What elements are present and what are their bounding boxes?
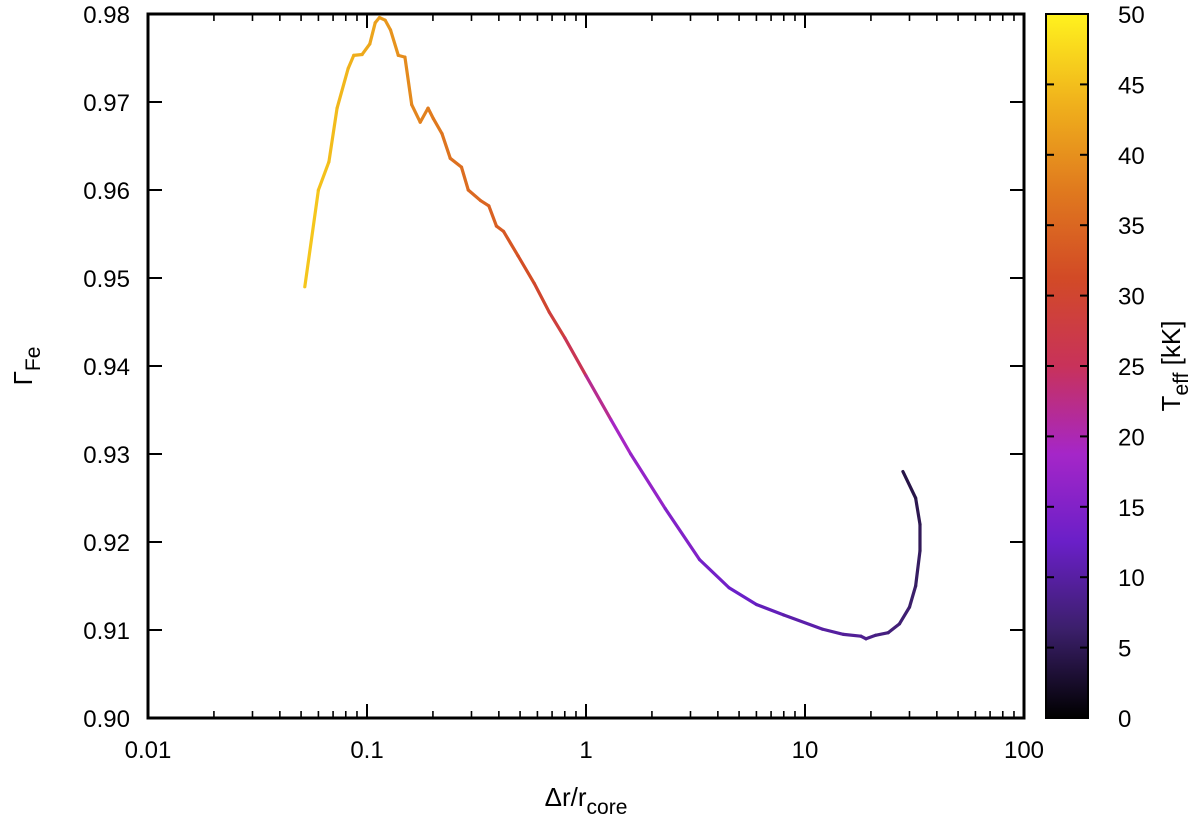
series-0-segment <box>754 602 786 617</box>
series-0-segment <box>368 21 377 46</box>
series-0-segment <box>897 605 912 626</box>
y-tick-label: 0.90 <box>83 706 130 733</box>
series-0-segment <box>448 156 464 169</box>
series-0-segment <box>629 452 667 511</box>
colorbar-tick-label: 50 <box>1118 2 1145 29</box>
y-tick-label: 0.97 <box>83 90 130 117</box>
series-0-segment <box>609 418 633 456</box>
series-0-segment <box>516 254 536 285</box>
series-0-segment <box>873 631 890 637</box>
x-tick-label: 0.1 <box>350 737 383 764</box>
y-tick-label: 0.98 <box>83 2 130 29</box>
series-0-segment <box>914 549 922 588</box>
series-0-segment <box>403 55 414 107</box>
series-0-segment <box>841 632 863 638</box>
colorbar-tick-label: 10 <box>1118 565 1145 592</box>
colorbar-tick-label: 0 <box>1118 706 1131 733</box>
x-tick-label: 10 <box>792 737 819 764</box>
x-tick-label: 1 <box>579 737 592 764</box>
colorbar-tick-label: 5 <box>1118 636 1131 663</box>
colorbar-ticks: 0 5 10 15 20 25 30 35 40 45 50 <box>1046 2 1145 733</box>
y-tick-label: 0.92 <box>83 530 130 557</box>
series-0-segment <box>478 198 491 208</box>
series-0-segment <box>532 281 551 314</box>
series-0-segment <box>907 584 918 609</box>
series-layer <box>303 15 922 641</box>
colorbar-tick-label: 25 <box>1118 354 1145 381</box>
series-0-segment <box>886 622 902 635</box>
series-0-segment <box>727 586 759 607</box>
series-0-segment <box>487 204 499 228</box>
plot-frame <box>146 12 1026 720</box>
series-0-segment <box>466 188 483 203</box>
series-0-segment <box>388 28 400 57</box>
y-tick-label: 0.96 <box>83 178 130 205</box>
series-0-segment <box>335 66 350 110</box>
colorbar-tick-label: 30 <box>1118 284 1145 311</box>
y-tick-label: 0.94 <box>83 354 130 381</box>
x-tick-label: 0.01 <box>125 737 172 764</box>
y-axis-title: ΓFe <box>8 347 45 386</box>
series-0-segment <box>901 470 918 500</box>
series-0-segment <box>410 103 422 124</box>
series-0-segment <box>501 229 520 258</box>
series-0-segment <box>663 506 702 562</box>
series-0-segment <box>327 106 339 164</box>
ticks-layer <box>147 13 1025 719</box>
series-0-segment <box>782 613 824 631</box>
x-tick-label: 100 <box>1004 737 1044 764</box>
series-0-segment <box>418 106 430 124</box>
series-0-segment <box>346 53 356 71</box>
series-0-segment <box>360 42 372 57</box>
series-0-segment <box>584 374 613 422</box>
colorbar-tick-label: 15 <box>1118 495 1145 522</box>
colorbar-title: Teff [kK] <box>1156 321 1193 412</box>
series-0-segment <box>431 117 444 136</box>
y-tick-label: 0.95 <box>83 266 130 293</box>
series-0-segment <box>547 310 567 340</box>
series-0-segment <box>914 496 922 527</box>
y-tick-label: 0.91 <box>83 618 130 645</box>
colorbar-tick-label: 45 <box>1118 72 1145 99</box>
y-tick-label: 0.93 <box>83 442 130 469</box>
colorbar-tick-label: 40 <box>1118 143 1145 170</box>
series-0-segment <box>459 165 470 192</box>
x-axis-title: Δr/rcore <box>545 782 628 816</box>
series-0-segment <box>426 106 435 121</box>
series-0-segment <box>864 633 878 641</box>
series-0-segment <box>440 132 452 160</box>
series-0-segment <box>303 188 321 289</box>
series-0-segment <box>563 336 588 378</box>
colorbar-tick-label: 35 <box>1118 213 1145 240</box>
colorbar-tick-label: 20 <box>1118 424 1145 451</box>
series-0-segment <box>383 18 393 32</box>
series-0-segment <box>697 557 731 590</box>
series-0-segment <box>316 160 331 192</box>
labels-layer: 0.01 0.1 1 10 100 0.90 0.91 0.92 0.93 0.94 0.95 0.9… <box>83 2 1044 764</box>
series-0-segment <box>820 627 846 637</box>
